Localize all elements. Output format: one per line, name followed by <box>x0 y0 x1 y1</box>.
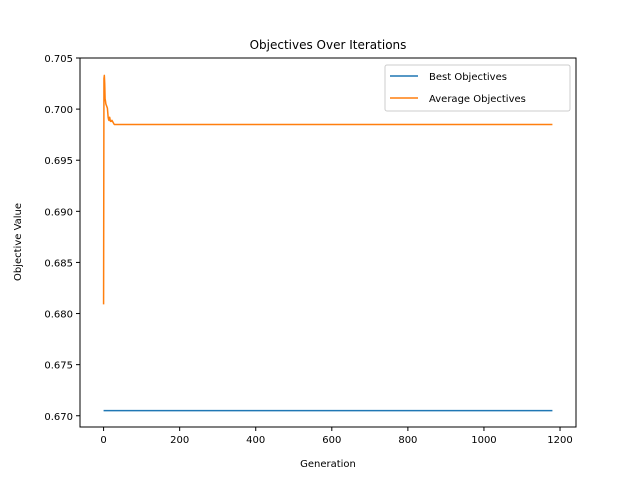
chart-title: Objectives Over Iterations <box>250 38 407 52</box>
y-tick-label: 0.705 <box>44 54 73 65</box>
x-tick-label: 600 <box>322 435 341 446</box>
y-tick-label: 0.685 <box>44 258 73 269</box>
y-tick-label: 0.690 <box>44 207 73 218</box>
plot-frame <box>79 57 577 428</box>
y-tick-label: 0.670 <box>44 412 73 423</box>
y-tick-label: 0.695 <box>44 156 73 167</box>
x-tick-label: 400 <box>246 435 265 446</box>
x-tick-label: 0 <box>100 435 106 446</box>
legend-label-average-objectives: Average Objectives <box>429 94 526 105</box>
x-tick-label: 200 <box>170 435 189 446</box>
series-line-average-objectives <box>102 74 553 305</box>
x-tick-label: 800 <box>398 435 417 446</box>
legend-box <box>384 64 571 112</box>
x-axis-title: Generation <box>300 459 356 470</box>
x-tick-label: 1000 <box>471 435 496 446</box>
plot-series <box>102 74 553 412</box>
y-tick-label: 0.680 <box>44 310 73 321</box>
y-tick-label: 0.675 <box>44 361 73 372</box>
legend-label-best-objectives: Best Objectives <box>429 72 507 83</box>
y-tick-label: 0.700 <box>44 105 73 116</box>
y-axis-title: Objective Value <box>13 203 24 281</box>
legend: Best Objectives Average Objectives <box>384 64 571 112</box>
axis-ticks: 0 200 400 600 800 1000 1200 0.670 0.675 0.680 0.68… <box>44 54 572 446</box>
x-tick-label: 1200 <box>547 435 572 446</box>
